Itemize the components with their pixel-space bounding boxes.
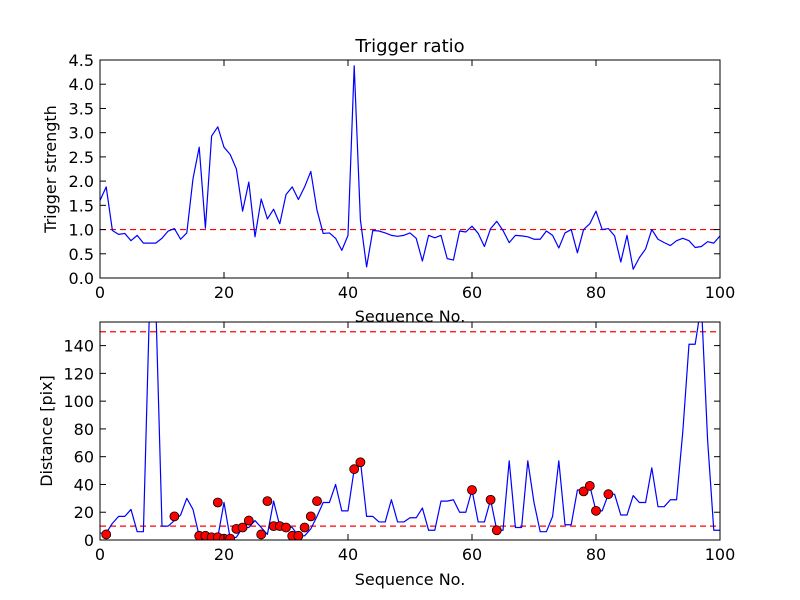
y-tick-label: 2.5 xyxy=(69,148,94,167)
y-tick-label: 80 xyxy=(74,420,94,439)
data-point-marker xyxy=(355,457,366,468)
data-point-marker xyxy=(349,464,360,475)
x-tick-label: 100 xyxy=(705,545,736,564)
x-tick-label: 100 xyxy=(705,283,736,302)
y-tick-label: 120 xyxy=(63,364,94,383)
data-point-marker xyxy=(312,496,322,507)
axes-frame xyxy=(99,321,721,541)
x-axis-label: Sequence No. xyxy=(355,307,466,326)
x-tick-label: 40 xyxy=(338,283,358,302)
data-point-marker xyxy=(491,525,502,536)
x-tick-label: 60 xyxy=(462,545,482,564)
data-point-marker xyxy=(591,505,601,516)
trigger-ratio-chart: Trigger ratio 0 20 40 60 80 100 0.0 0.5 1.0 1.5 2.… xyxy=(41,36,735,326)
y-tick-label: 0.5 xyxy=(69,245,94,264)
data-point-marker xyxy=(101,529,112,540)
data-point-marker xyxy=(225,533,236,540)
y-axis-label: Trigger strength xyxy=(41,105,60,234)
y-tick-label: 4.0 xyxy=(69,75,94,94)
y-axis-label: Distance [pix] xyxy=(37,375,56,487)
data-point-marker xyxy=(212,497,223,508)
x-axis-label: Sequence No. xyxy=(355,570,466,589)
x-tick-label: 0 xyxy=(95,545,105,564)
data-point-marker xyxy=(485,494,496,505)
y-tick-label: 20 xyxy=(74,503,94,522)
y-tick-label: 1.5 xyxy=(69,196,94,215)
data-point-marker xyxy=(299,522,310,533)
x-tick-label: 80 xyxy=(586,283,606,302)
distance-chart: 0 20 40 60 80 100 0 20 40 60 80 100 120 140 Sequence … xyxy=(37,321,735,589)
y-tick-label: 1.0 xyxy=(69,221,94,240)
y-tick-label: 4.5 xyxy=(69,51,94,70)
y-tick-label: 0.0 xyxy=(69,269,94,288)
y-tick-label: 40 xyxy=(74,475,94,494)
data-point-marker xyxy=(584,480,595,491)
plot-area xyxy=(100,60,720,278)
y-tick-label: 3.0 xyxy=(69,124,94,143)
chart-title: Trigger ratio xyxy=(354,36,464,57)
y-tick-label: 2.0 xyxy=(69,172,94,191)
data-point-marker xyxy=(293,530,304,540)
x-tick-label: 0 xyxy=(95,283,105,302)
x-tick-label: 60 xyxy=(462,283,482,302)
x-tick-label: 80 xyxy=(586,545,606,564)
y-tick-label: 3.5 xyxy=(69,99,94,118)
data-point-marker xyxy=(281,522,291,533)
y-tick-label: 60 xyxy=(74,448,94,467)
axes-frame xyxy=(99,59,721,279)
ticks-layer: 0 20 40 60 80 100 0 20 40 60 80 100 120 140 xyxy=(63,322,735,564)
data-point-marker xyxy=(578,486,589,497)
x-tick-label: 20 xyxy=(214,283,234,302)
data-point-marker xyxy=(256,529,267,540)
data-point-marker xyxy=(262,496,273,507)
y-tick-label: 140 xyxy=(63,337,94,356)
plot-area xyxy=(100,322,720,540)
data-point-marker xyxy=(603,489,614,500)
data-point-marker xyxy=(237,522,248,533)
ticks-layer: 0 20 40 60 80 100 0.0 0.5 1.0 1.5 2.0 2.5 3.0 3.5 4.0 4… xyxy=(69,51,736,302)
data-point-marker xyxy=(243,515,254,526)
x-tick-label: 20 xyxy=(214,545,234,564)
data-point-marker xyxy=(467,485,477,495)
data-point-marker xyxy=(305,511,316,522)
data-point-marker xyxy=(169,511,180,522)
series-layer xyxy=(100,322,720,540)
y-tick-label: 0 xyxy=(84,531,94,550)
y-tick-label: 100 xyxy=(63,392,94,411)
series-layer xyxy=(100,65,720,270)
series-line xyxy=(100,65,720,270)
x-tick-label: 40 xyxy=(338,545,358,564)
